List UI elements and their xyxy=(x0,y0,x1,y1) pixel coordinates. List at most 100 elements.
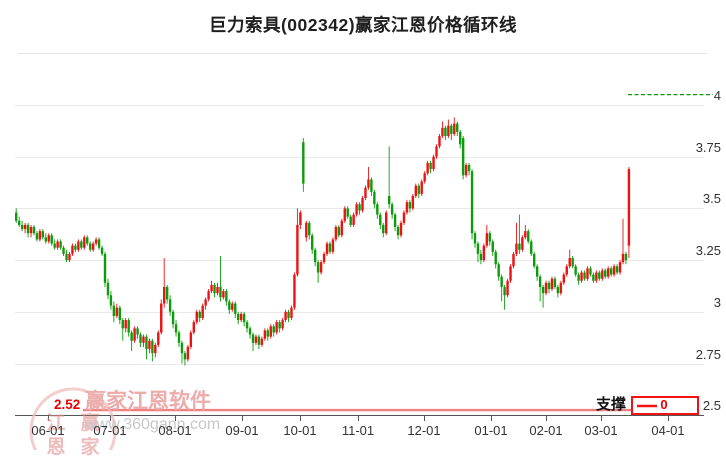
candle-body xyxy=(62,247,65,254)
candle-body xyxy=(163,286,166,304)
candle-body xyxy=(559,282,563,294)
candle-body xyxy=(467,164,471,172)
candle-body xyxy=(612,266,616,275)
candle-body xyxy=(139,334,142,343)
candle-body xyxy=(441,127,444,137)
candle-body xyxy=(444,127,447,137)
candle-body xyxy=(151,340,154,354)
candle-body xyxy=(94,239,98,244)
candle-body xyxy=(601,270,604,279)
candle-body xyxy=(17,220,21,225)
candle-body xyxy=(296,224,299,275)
candle-body xyxy=(127,320,130,333)
x-axis-label: 06-01 xyxy=(31,423,65,438)
candle-body xyxy=(328,243,332,252)
candle-body xyxy=(447,125,450,137)
candle-body xyxy=(23,224,27,230)
candle-body xyxy=(26,224,30,234)
candle-body xyxy=(405,202,409,213)
candle-body xyxy=(432,156,435,170)
x-axis-label: 04-01 xyxy=(651,423,685,438)
candle-body xyxy=(544,282,548,294)
y-axis-label: 3.5 xyxy=(702,191,721,207)
candle-body xyxy=(71,245,74,254)
candle-body xyxy=(615,266,619,273)
candle-body xyxy=(248,328,252,335)
candle-body xyxy=(535,266,539,277)
candle-body xyxy=(160,303,163,333)
candle-body xyxy=(414,185,417,196)
candle-body xyxy=(216,286,219,294)
candle-body xyxy=(207,291,210,300)
candle-body xyxy=(346,208,349,217)
candle-body xyxy=(68,253,71,261)
y-axis-label: 3 xyxy=(713,294,721,310)
candle-body xyxy=(97,239,101,248)
candle-body xyxy=(518,243,521,250)
y-axis-label: 3.25 xyxy=(695,243,721,259)
candle-body xyxy=(32,227,36,234)
y-axis-label: 2.5 xyxy=(702,398,721,414)
candle-body xyxy=(133,328,136,341)
candle-body xyxy=(524,231,527,238)
candle-body xyxy=(624,253,628,261)
candle-body xyxy=(589,268,592,275)
watermark-logo-circle xyxy=(29,387,117,450)
candle-body xyxy=(260,338,264,345)
candle-body xyxy=(538,276,542,287)
candle-body xyxy=(509,266,512,281)
candle-body xyxy=(121,320,124,329)
candle-body xyxy=(527,231,530,242)
watermark-site-text: www.360gann.com xyxy=(85,416,221,433)
candle-body xyxy=(213,284,216,294)
candle-body xyxy=(225,291,228,302)
candle-body xyxy=(35,233,39,240)
candle-body xyxy=(488,233,491,242)
candle-body xyxy=(340,220,343,236)
candle-body xyxy=(177,332,181,343)
candle-body xyxy=(80,241,83,248)
candle-body xyxy=(148,340,151,350)
candle-body xyxy=(180,342,184,354)
x-axis-label: 08-01 xyxy=(158,423,192,438)
candle-body xyxy=(464,164,468,176)
candle-body xyxy=(89,243,92,250)
candle-body xyxy=(435,146,438,157)
candle-body xyxy=(198,311,201,319)
candle-body xyxy=(417,185,420,194)
support-price-label: 2.52 xyxy=(54,397,81,412)
candle-body xyxy=(136,328,139,335)
candle-body xyxy=(459,131,462,145)
watermark-seal-char: 江 xyxy=(46,413,66,434)
candle-body xyxy=(506,280,509,296)
candle-body xyxy=(112,305,116,316)
candle-body xyxy=(242,313,246,323)
candle-body xyxy=(38,231,42,240)
candle-body xyxy=(331,239,335,252)
x-axis-label: 10-01 xyxy=(283,423,317,438)
candle-body xyxy=(574,266,577,275)
candle-body xyxy=(251,334,255,343)
candle-body xyxy=(41,231,45,238)
candle-body xyxy=(293,274,296,308)
candle-body xyxy=(521,237,524,250)
candle-body xyxy=(308,222,311,236)
candle-body xyxy=(195,311,198,323)
candle-body xyxy=(503,286,506,296)
candle-body xyxy=(476,243,480,254)
candle-body xyxy=(361,198,364,211)
candle-body xyxy=(411,195,415,209)
candle-body xyxy=(429,162,432,170)
candle-body xyxy=(186,346,190,360)
candle-body xyxy=(461,138,465,176)
candle-body xyxy=(322,253,326,263)
candle-body xyxy=(287,311,290,319)
candle-body xyxy=(237,313,240,321)
candle-body xyxy=(577,274,580,281)
candle-body xyxy=(272,326,275,333)
y-axis-label: 3.75 xyxy=(695,139,721,155)
candle-body xyxy=(565,266,568,275)
candle-body xyxy=(305,222,308,238)
candle-body xyxy=(479,253,483,261)
